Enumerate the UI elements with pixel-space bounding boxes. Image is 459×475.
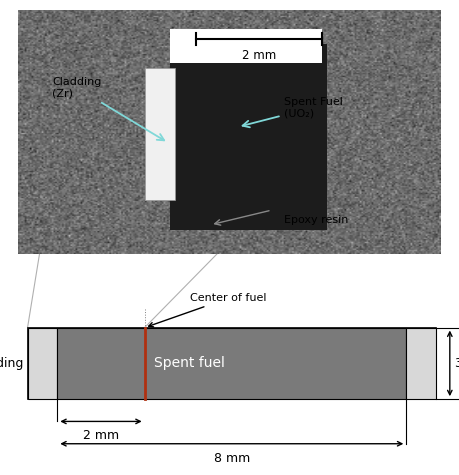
Bar — [28, 328, 436, 399]
Text: Spent Fuel
(UO₂): Spent Fuel (UO₂) — [243, 96, 343, 127]
Text: 2 mm: 2 mm — [83, 429, 119, 442]
Bar — [28, 328, 57, 399]
Bar — [406, 328, 436, 399]
Text: 3 mm: 3 mm — [455, 357, 459, 370]
Text: Epoxy resin: Epoxy resin — [285, 215, 349, 225]
Text: Cladding
(Zr): Cladding (Zr) — [52, 77, 164, 140]
Bar — [170, 29, 322, 63]
Bar — [57, 328, 406, 399]
Text: Center of fuel: Center of fuel — [149, 293, 267, 327]
Text: Cladding: Cladding — [0, 357, 24, 370]
Bar — [145, 68, 174, 200]
Bar — [170, 44, 327, 230]
Text: 2 mm: 2 mm — [242, 48, 276, 62]
Text: 8 mm: 8 mm — [214, 452, 250, 465]
Text: Spent fuel: Spent fuel — [155, 356, 225, 370]
